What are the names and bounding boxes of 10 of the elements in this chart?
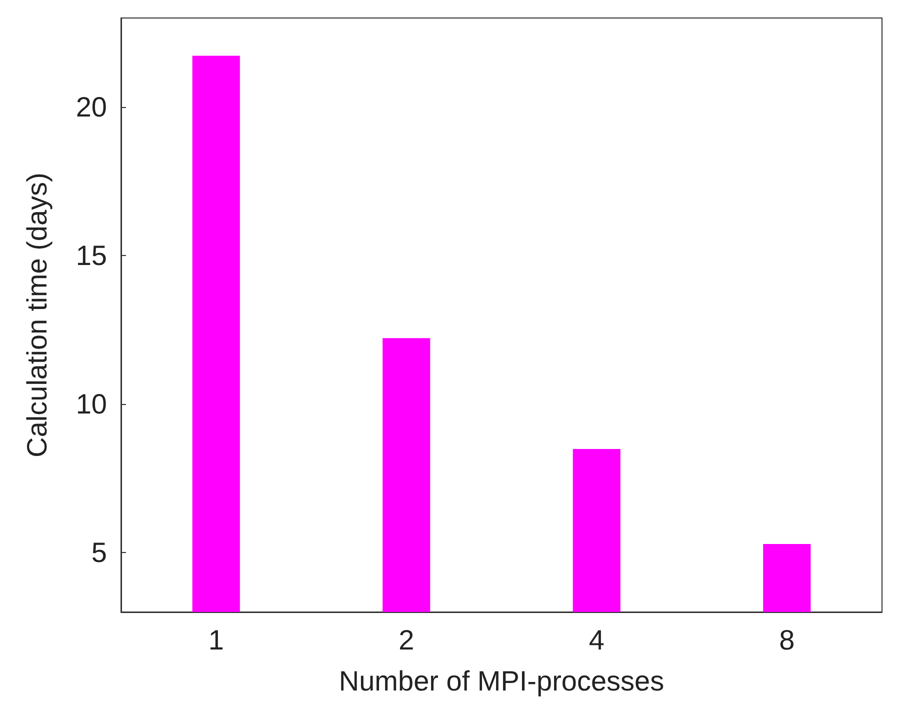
y-tick-label: 15: [76, 240, 107, 272]
x-axis-title: Number of MPI-processes: [338, 666, 664, 696]
x-tick-label: 8: [779, 624, 795, 656]
y-axis-title: Calculation time (days): [22, 172, 52, 458]
y-tick-label: 10: [76, 388, 107, 420]
x-tick-label: 1: [208, 624, 224, 656]
x-tick-label: 4: [588, 624, 604, 656]
x-tick-label: 2: [398, 624, 414, 656]
y-tick-label: 20: [76, 92, 107, 123]
y-tick-label: 5: [91, 537, 107, 568]
